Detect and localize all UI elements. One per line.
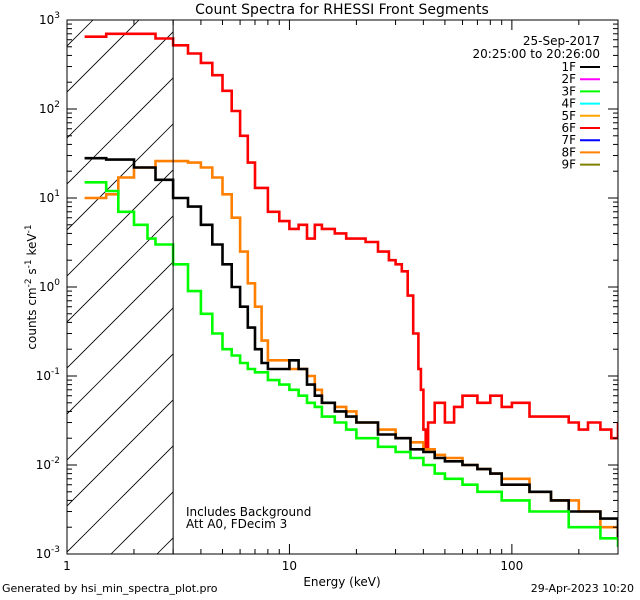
y-tick-label: 10-2 — [36, 456, 60, 472]
legend-label: 1F — [561, 60, 576, 74]
footer-generated-by: Generated by hsi_min_spectra_plot.pro — [2, 582, 218, 595]
legend-label: 5F — [561, 109, 576, 123]
series-line-6F — [84, 32, 618, 451]
x-tick-label: 100 — [500, 559, 523, 573]
hatch-line — [67, 215, 174, 323]
legend-label: 4F — [561, 97, 576, 111]
legend-label: 8F — [561, 145, 576, 159]
plot-frame — [66, 19, 619, 555]
y-tick-label: 100 — [39, 278, 60, 294]
hatch-line — [0, 20, 1, 554]
legend-label: 3F — [561, 84, 576, 98]
y-tick-label: 10-1 — [36, 367, 60, 383]
hatch-line — [67, 31, 174, 139]
hatch-line — [67, 445, 174, 553]
hatch-line — [67, 261, 174, 369]
legend-label: 6F — [561, 121, 576, 135]
hatch-line — [295, 20, 640, 554]
y-axis-label: counts cm-2 s-1 keV-1 — [24, 224, 39, 349]
legend-label: 7F — [561, 133, 576, 147]
series-line-8F — [84, 159, 618, 539]
y-tick-label: 10-3 — [36, 545, 60, 561]
legend-label: 2F — [561, 72, 576, 86]
axis-ticks — [66, 19, 619, 555]
y-tick-label: 103 — [39, 11, 60, 27]
x-tick-label: 1 — [63, 559, 71, 573]
footer-timestamp: 29-Apr-2023 10:20 — [530, 582, 634, 595]
series-line-1F — [84, 156, 618, 539]
series-line-3F — [84, 181, 618, 547]
chart-title: Count Spectra for RHESSI Front Segments — [195, 2, 489, 18]
hatch-line — [67, 77, 174, 185]
annotation-background: Includes Background — [186, 505, 311, 519]
x-tick-label: 10 — [282, 559, 297, 573]
y-tick-label: 101 — [39, 189, 60, 205]
annotation-attenuator: Att A0, FDecim 3 — [186, 517, 287, 531]
hatch-line — [387, 20, 640, 554]
time-range-label: 20:25:00 to 20:26:00 — [473, 47, 600, 61]
hatch-line — [67, 399, 174, 507]
y-tick-label: 102 — [39, 100, 60, 116]
legend-label: 9F — [561, 158, 576, 172]
hatched-region — [0, 20, 640, 554]
date-label: 25-Sep-2017 — [523, 34, 600, 48]
x-axis-label: Energy (keV) — [303, 575, 380, 589]
